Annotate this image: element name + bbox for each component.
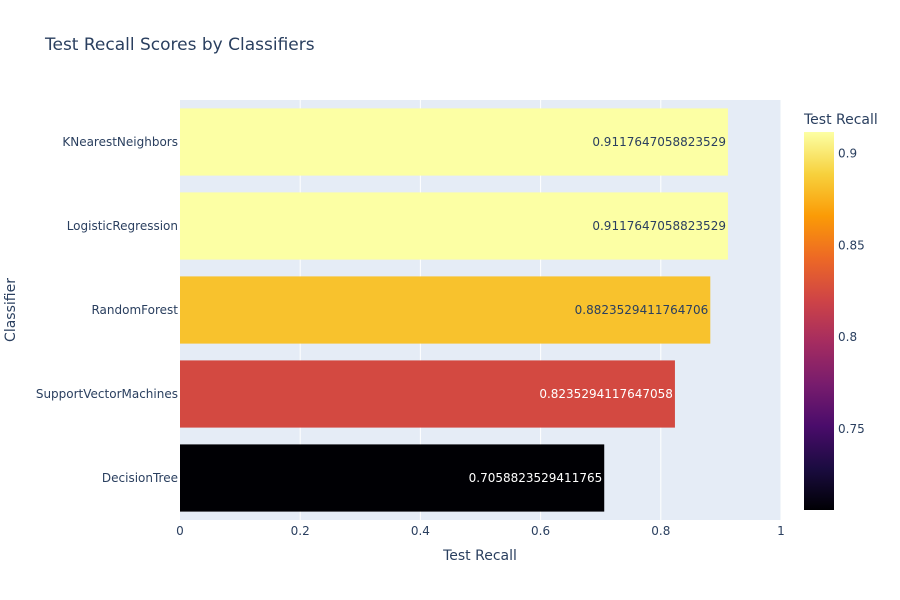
bar-value-label: 0.7058823529411765: [469, 471, 603, 485]
colorbar-tick-label: 0.9: [838, 147, 857, 161]
x-tick-label: 1: [777, 524, 785, 538]
x-tick-label: 0.2: [291, 524, 310, 538]
bar: [180, 108, 728, 176]
y-category-label: LogisticRegression: [67, 219, 178, 233]
colorbar-tick-label: 0.85: [838, 238, 865, 252]
x-axis-ticks: 0 0.2 0.4 0.6 0.8 1: [176, 524, 785, 538]
colorbar: [804, 132, 834, 510]
bar-value-label: 0.9117647058823529: [592, 219, 726, 233]
bar: [180, 192, 728, 260]
y-category-label: SupportVectorMachines: [36, 387, 178, 401]
bar: [180, 276, 711, 344]
y-category-label: RandomForest: [91, 303, 178, 317]
y-category-label: DecisionTree: [102, 471, 178, 485]
bar-value-label: 0.9117647058823529: [592, 135, 726, 149]
colorbar-tick-label: 0.8: [838, 330, 857, 344]
y-category-label: KNearestNeighbors: [62, 135, 178, 149]
colorbar-ticks: 0.75 0.8 0.85 0.9: [838, 147, 865, 436]
x-tick-label: 0.8: [651, 524, 670, 538]
colorbar-tick-label: 0.75: [838, 422, 865, 436]
chart-title: Test Recall Scores by Classifiers: [44, 35, 315, 55]
colorbar-title: Test Recall: [803, 112, 878, 128]
y-axis-categories: KNearestNeighbors LogisticRegression Rando…: [36, 135, 178, 485]
bar-value-label: 0.8823529411764706: [575, 303, 709, 317]
x-axis-title: Test Recall: [442, 548, 517, 564]
y-axis-title: Classifier: [3, 278, 19, 342]
bar-value-label: 0.8235294117647058: [539, 387, 673, 401]
x-tick-label: 0: [176, 524, 184, 538]
bar: [180, 444, 605, 512]
x-tick-label: 0.6: [531, 524, 550, 538]
bar: [180, 360, 675, 428]
x-tick-label: 0.4: [411, 524, 430, 538]
bars: 0.9117647058823529 0.9117647058823529 0.88…: [180, 108, 728, 512]
